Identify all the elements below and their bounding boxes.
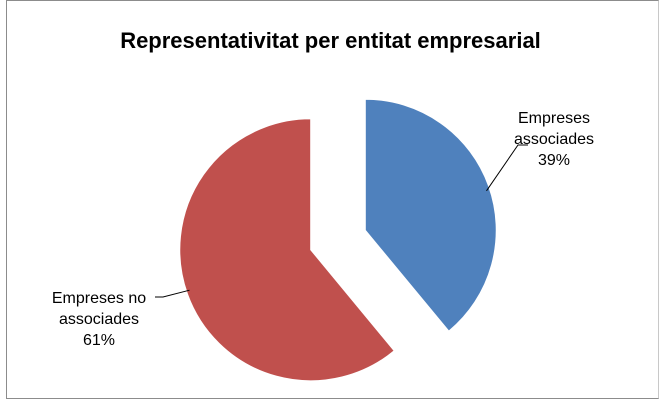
data-label-empreses-no-associades: Empreses no associades 61% xyxy=(40,288,158,351)
data-label-line: Empreses no xyxy=(51,290,147,307)
chart-title: Representativitat per entitat empresaria… xyxy=(120,28,541,53)
data-label-line: associades xyxy=(58,311,140,328)
pie-slice-empreses-associades xyxy=(364,98,497,332)
leader-line-empreses-associades xyxy=(486,144,528,192)
data-label-percent: 61% xyxy=(82,332,116,349)
data-label-percent: 39% xyxy=(537,152,571,169)
data-label-line: Empreses xyxy=(517,110,591,127)
pie-slice-empreses-no-associades xyxy=(179,118,395,382)
leader-line-empreses-no-associades xyxy=(155,289,190,298)
data-label-line: associades xyxy=(513,131,595,148)
data-label-empreses-associades: Empreses associades 39% xyxy=(508,108,600,171)
